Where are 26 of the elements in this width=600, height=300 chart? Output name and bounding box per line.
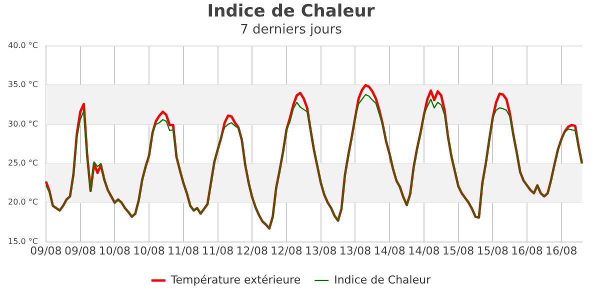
y-tick-label: 15.0 °C [8,236,38,246]
x-tick-label: 16/08 [511,244,543,258]
y-tick-label: 30.0 °C [8,119,38,128]
x-tick-label: 14/08 [408,244,440,258]
legend-label: Température extérieure [170,273,301,286]
y-tick-label: 40.0 °C [8,41,38,50]
y-tick-label: 20.0 °C [8,198,38,207]
x-tick-label: 15/08 [476,244,509,258]
x-tick-label: 09/08 [64,244,96,258]
x-tick-label: 13/08 [304,244,337,258]
x-tick-label: 12/08 [236,244,268,258]
x-tick-label: 11/08 [168,244,200,258]
x-tick-label: 15/08 [442,244,474,258]
x-tick-label: 14/08 [374,244,406,258]
chart-subtitle: 7 derniers jours [240,22,342,38]
x-tick-label: 16/08 [546,244,578,258]
y-tick-label: 25.0 °C [8,158,38,168]
legend-label: Indice de Chaleur [334,273,432,286]
x-tick-label: 09/08 [30,244,62,258]
x-tick-label: 11/08 [202,244,234,258]
x-tick-label: 13/08 [339,244,372,258]
x-tick-label: 10/08 [98,244,131,258]
x-tick-label: 10/08 [133,244,165,258]
y-tick-label: 35.0 °C [8,80,38,90]
chart-title: Indice de Chaleur [207,2,376,22]
x-tick-label: 12/08 [270,244,302,258]
